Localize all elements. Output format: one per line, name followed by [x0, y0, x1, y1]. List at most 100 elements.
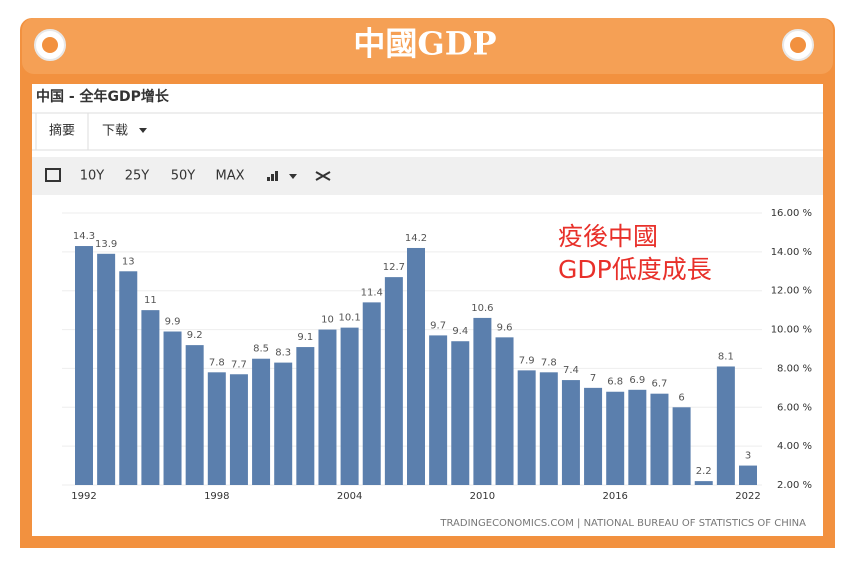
bar	[141, 310, 160, 485]
dropdown-icon[interactable]	[289, 174, 297, 179]
data-label: 10	[321, 315, 334, 326]
x-tick-label: 1992	[71, 491, 96, 502]
panel-footer	[32, 505, 823, 536]
data-label: 9.4	[452, 326, 468, 337]
chart-type-icon[interactable]	[267, 171, 278, 181]
table-icon[interactable]	[45, 168, 61, 182]
bar	[473, 317, 492, 485]
data-label: 14.3	[73, 231, 95, 242]
x-tick-label: 2022	[735, 491, 760, 502]
data-label: 2.2	[696, 466, 712, 477]
bar	[296, 347, 315, 485]
bar	[539, 372, 558, 485]
data-label: 6.7	[652, 379, 668, 390]
bar	[407, 247, 425, 485]
dropdown-icon[interactable]	[139, 128, 147, 133]
x-tick-label: 2016	[602, 491, 627, 502]
data-label: 8.1	[718, 351, 734, 362]
header-title: 中國GDP	[353, 25, 496, 63]
y-tick-label: 14.00 %	[771, 247, 812, 258]
bar	[650, 393, 669, 485]
tab[interactable]	[35, 112, 89, 151]
x-tick-label: 1998	[204, 491, 229, 502]
bar	[451, 341, 470, 485]
y-tick-label: 2.00 %	[777, 480, 812, 491]
data-label: 7.8	[209, 357, 225, 368]
range-button[interactable]: MAX	[215, 169, 244, 184]
data-label: 9.6	[497, 322, 513, 333]
bar	[97, 253, 116, 485]
toolbar	[32, 157, 823, 195]
range-button[interactable]: 25Y	[125, 169, 150, 184]
data-label: 9.1	[297, 332, 313, 343]
data-label: 11.4	[361, 287, 383, 298]
data-label: 10.1	[338, 313, 360, 324]
bar	[384, 277, 403, 485]
bar	[584, 387, 603, 485]
annotation: 疫後中國	[558, 222, 658, 251]
data-label: 9.2	[187, 330, 203, 341]
bar	[207, 372, 226, 485]
bar	[739, 465, 757, 485]
data-label: 12.7	[383, 262, 405, 273]
bar	[340, 327, 359, 485]
data-label: 14.2	[405, 233, 427, 244]
data-label: 7.9	[519, 355, 535, 366]
data-label: 9.7	[430, 320, 446, 331]
panel-title: 中国 - 全年GDP增长	[36, 88, 170, 105]
bar	[672, 407, 691, 485]
bar	[274, 362, 293, 485]
data-label: 7.4	[563, 365, 579, 376]
data-label: 10.6	[471, 303, 493, 314]
bar	[429, 335, 448, 485]
tab-label[interactable]: 下载	[102, 124, 128, 139]
y-tick-label: 12.00 %	[771, 286, 812, 297]
bar	[119, 271, 138, 485]
data-label: 8.5	[253, 344, 269, 355]
data-label: 3	[745, 451, 751, 462]
range-button[interactable]: 10Y	[80, 169, 105, 184]
header-bar	[22, 18, 833, 74]
y-tick-label: 8.00 %	[777, 363, 812, 374]
data-label: 13	[122, 256, 135, 267]
data-label: 6	[678, 392, 684, 403]
x-tick-label: 2010	[470, 491, 495, 502]
data-label: 9.9	[165, 317, 181, 328]
bar	[75, 246, 93, 485]
bar	[495, 337, 514, 485]
bar	[252, 358, 271, 485]
bar	[628, 389, 647, 485]
data-label: 7.8	[541, 357, 557, 368]
annotation: GDP低度成長	[558, 255, 712, 284]
data-label: 6.9	[629, 375, 645, 386]
data-label: 11	[144, 295, 157, 306]
bar	[716, 366, 735, 485]
plot: 2.00 % 4.00 % 6.00 % 8.00 % 10.00 % 12.00 % 14…	[62, 208, 812, 502]
source: TRADINGECONOMICS.COM | NATIONAL BUREAU O…	[439, 518, 806, 529]
y-tick-label: 4.00 %	[777, 441, 812, 452]
bar	[517, 370, 536, 485]
data-label: 8.3	[275, 348, 291, 359]
bar	[185, 345, 204, 485]
y-tick-label: 6.00 %	[777, 402, 812, 413]
data-label: 7	[590, 373, 596, 384]
bar	[606, 391, 625, 485]
x-tick-label: 2004	[337, 491, 362, 502]
header-dot	[42, 37, 58, 53]
y-tick-label: 16.00 %	[771, 208, 812, 219]
bar	[694, 481, 713, 485]
range-button[interactable]: 50Y	[171, 169, 196, 184]
bar	[561, 380, 580, 485]
data-label: 13.9	[95, 239, 117, 250]
bar	[163, 331, 182, 485]
data-label: 7.7	[231, 359, 247, 370]
data-label: 6.8	[607, 377, 623, 388]
bar	[318, 329, 337, 485]
bar	[229, 374, 248, 485]
bar	[362, 302, 381, 485]
shuffle-icon[interactable]	[315, 171, 331, 181]
y-tick-label: 10.00 %	[771, 325, 812, 336]
tab-label[interactable]: 摘要	[49, 123, 75, 139]
